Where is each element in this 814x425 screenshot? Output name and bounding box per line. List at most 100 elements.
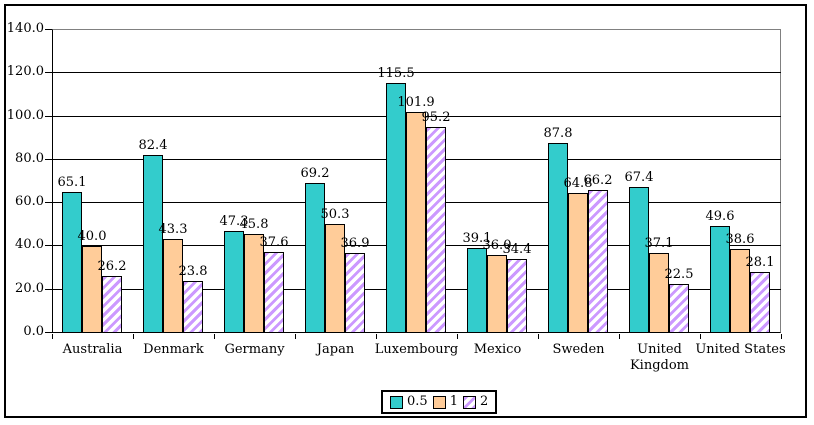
- y-axis-label: 100.0: [6, 108, 44, 123]
- data-label: 39.1: [462, 231, 492, 246]
- legend-swatch-1: [432, 395, 446, 409]
- bar-2-japan: [345, 253, 365, 333]
- bar-0.5-united-states: [710, 226, 730, 333]
- x-axis-label: Luxembourg: [374, 342, 459, 357]
- bar-1-united-states: [730, 249, 750, 333]
- x-axis-label: Germany: [224, 342, 285, 357]
- data-label: 38.6: [725, 232, 755, 247]
- bar-0.5-united-kingdom: [629, 187, 649, 333]
- x-axis-tick: [133, 334, 134, 339]
- x-axis-tick: [214, 334, 215, 339]
- y-axis-tick: [45, 332, 52, 333]
- bar-0.5-denmark: [143, 155, 163, 333]
- legend: 0.5 1 2: [381, 390, 498, 414]
- bar-0.5-mexico: [467, 248, 487, 333]
- x-axis-label: Australia: [62, 342, 123, 357]
- bar-1-denmark: [163, 239, 183, 333]
- legend-entry-0.5: 0.5: [390, 395, 428, 409]
- x-axis-label: United Kingdom: [629, 342, 690, 373]
- data-label: 28.1: [745, 255, 775, 270]
- bar-0.5-luxembourg: [386, 83, 406, 333]
- legend-label: 2: [479, 394, 489, 409]
- legend-label: 1: [449, 394, 458, 409]
- bar-2-australia: [102, 276, 122, 333]
- data-label: 66.2: [583, 173, 613, 188]
- x-axis-label: Japan: [316, 342, 355, 357]
- data-label: 26.2: [97, 259, 127, 274]
- x-axis-label: United States: [695, 342, 786, 357]
- x-axis-tick: [457, 334, 458, 339]
- x-axis-tick: [376, 334, 377, 339]
- legend-swatch-2: [462, 395, 476, 409]
- x-axis-tick: [52, 334, 53, 339]
- bar-2-luxembourg: [426, 127, 446, 333]
- data-label: 23.8: [178, 264, 208, 279]
- y-axis-label: 40.0: [15, 237, 44, 252]
- bar-2-denmark: [183, 281, 203, 333]
- x-axis-tick: [619, 334, 620, 339]
- bar-2-germany: [264, 252, 284, 333]
- data-label: 115.5: [377, 66, 415, 81]
- y-axis-tick: [45, 202, 52, 203]
- y-axis-label: 60.0: [15, 194, 44, 209]
- y-axis-tick: [45, 159, 52, 160]
- bar-1-luxembourg: [406, 112, 426, 333]
- bar-2-mexico: [507, 259, 527, 333]
- data-label: 40.0: [77, 229, 107, 244]
- bar-0.5-australia: [62, 192, 82, 333]
- legend-entry-2: 2: [462, 394, 489, 409]
- x-axis-label: Mexico: [473, 342, 522, 357]
- y-axis-tick: [45, 116, 52, 117]
- legend-entry-1: 1: [432, 394, 458, 409]
- bar-1-australia: [82, 246, 102, 333]
- bar-1-germany: [244, 234, 264, 333]
- x-axis-label: Sweden: [552, 342, 605, 357]
- bar-1-united-kingdom: [649, 253, 669, 333]
- legend-label: 0.5: [407, 394, 428, 409]
- y-axis-label: 120.0: [6, 64, 44, 79]
- x-axis-label: Denmark: [143, 342, 204, 357]
- data-label: 22.5: [664, 267, 694, 282]
- data-label: 67.4: [624, 170, 654, 185]
- data-label: 64.8: [563, 176, 593, 191]
- bar-1-japan: [325, 224, 345, 333]
- data-label: 49.6: [705, 209, 735, 224]
- data-label: 36.9: [340, 236, 370, 251]
- y-axis-label: 20.0: [15, 281, 44, 296]
- y-axis-label: 0.0: [23, 324, 44, 339]
- legend-swatch-0.5: [390, 395, 403, 409]
- y-gridline: [52, 72, 781, 73]
- bar-0.5-japan: [305, 183, 325, 333]
- x-axis-tick: [538, 334, 539, 339]
- data-label: 37.6: [259, 235, 289, 250]
- bar-0.5-sweden: [548, 143, 568, 333]
- data-label: 47.3: [219, 214, 249, 229]
- x-axis-tick: [700, 334, 701, 339]
- y-axis-tick: [45, 72, 52, 73]
- bar-2-united-kingdom: [669, 284, 689, 333]
- x-axis-tick: [781, 334, 782, 339]
- data-label: 95.2: [421, 110, 451, 125]
- data-label: 101.9: [397, 95, 435, 110]
- y-axis-label: 80.0: [15, 151, 44, 166]
- data-label: 43.3: [158, 222, 188, 237]
- x-axis-tick: [295, 334, 296, 339]
- bar-2-united-states: [750, 272, 770, 333]
- bar-1-sweden: [568, 193, 588, 333]
- data-label: 82.4: [138, 138, 168, 153]
- data-label: 65.1: [57, 175, 87, 190]
- data-label: 69.2: [300, 166, 330, 181]
- bar-1-mexico: [487, 255, 507, 333]
- bar-2-sweden: [588, 190, 608, 333]
- data-label: 36.0: [482, 238, 512, 253]
- y-axis-label: 140.0: [6, 21, 44, 36]
- data-label: 50.3: [320, 207, 350, 222]
- data-label: 34.4: [502, 242, 532, 257]
- data-label: 37.1: [644, 236, 674, 251]
- y-axis-tick: [45, 289, 52, 290]
- data-label: 45.8: [239, 217, 269, 232]
- data-label: 87.8: [543, 126, 573, 141]
- y-axis-tick: [45, 245, 52, 246]
- bar-0.5-germany: [224, 231, 244, 333]
